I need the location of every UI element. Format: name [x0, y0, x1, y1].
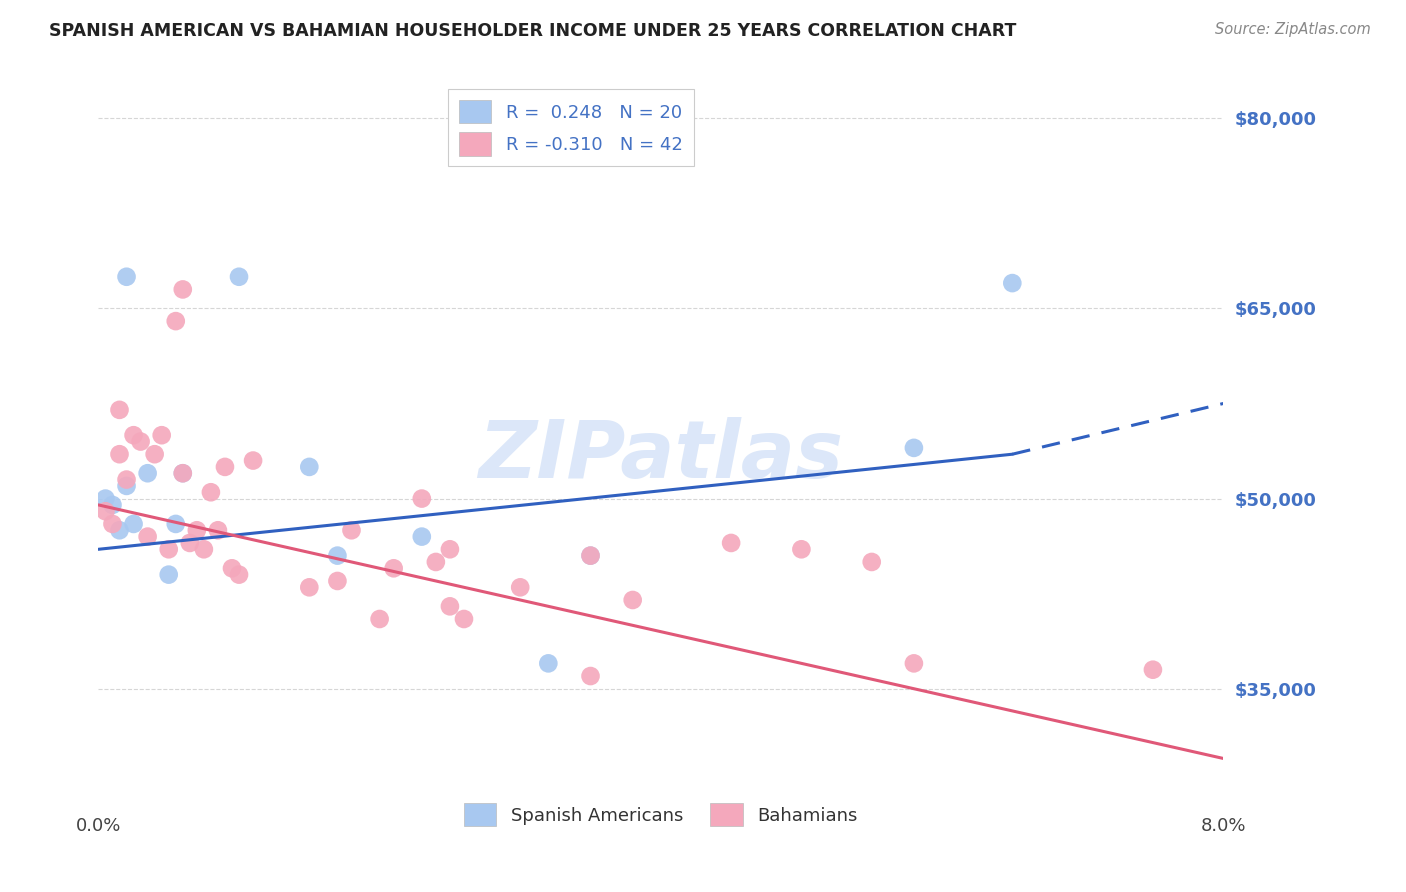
Point — [411, 491, 433, 506]
Point — [200, 485, 222, 500]
Point — [94, 491, 117, 506]
Text: ZIPatlas: ZIPatlas — [478, 417, 844, 495]
Point — [150, 428, 173, 442]
Point — [537, 657, 560, 671]
Point — [298, 459, 321, 474]
Point — [136, 530, 159, 544]
Point — [94, 504, 117, 518]
Point — [207, 523, 229, 537]
Point — [108, 402, 131, 417]
Point — [453, 612, 475, 626]
Point — [172, 467, 194, 481]
Point — [115, 479, 138, 493]
Point — [193, 542, 215, 557]
Point — [179, 536, 201, 550]
Point — [326, 574, 349, 588]
Legend: Spanish Americans, Bahamians: Spanish Americans, Bahamians — [457, 796, 865, 833]
Point — [108, 523, 131, 537]
Point — [368, 612, 391, 626]
Point — [122, 516, 145, 531]
Point — [298, 580, 321, 594]
Point — [108, 447, 131, 461]
Point — [172, 282, 194, 296]
Point — [129, 434, 152, 449]
Point — [425, 555, 447, 569]
Point — [228, 567, 250, 582]
Point — [579, 549, 602, 563]
Point — [579, 549, 602, 563]
Point — [122, 428, 145, 442]
Point — [228, 269, 250, 284]
Point — [136, 467, 159, 481]
Point — [439, 599, 461, 614]
Point — [143, 447, 166, 461]
Point — [860, 555, 883, 569]
Point — [720, 536, 742, 550]
Point — [326, 549, 349, 563]
Point — [790, 542, 813, 557]
Point — [172, 467, 194, 481]
Point — [101, 498, 124, 512]
Point — [621, 593, 644, 607]
Point — [115, 473, 138, 487]
Point — [382, 561, 405, 575]
Point — [101, 516, 124, 531]
Point — [1142, 663, 1164, 677]
Point — [579, 669, 602, 683]
Point — [221, 561, 243, 575]
Point — [242, 453, 264, 467]
Point — [186, 523, 208, 537]
Point — [157, 542, 180, 557]
Point — [411, 530, 433, 544]
Point — [1001, 276, 1024, 290]
Point — [340, 523, 363, 537]
Point — [115, 269, 138, 284]
Point — [214, 459, 236, 474]
Point — [165, 314, 187, 328]
Text: SPANISH AMERICAN VS BAHAMIAN HOUSEHOLDER INCOME UNDER 25 YEARS CORRELATION CHART: SPANISH AMERICAN VS BAHAMIAN HOUSEHOLDER… — [49, 22, 1017, 40]
Point — [903, 441, 925, 455]
Point — [903, 657, 925, 671]
Text: Source: ZipAtlas.com: Source: ZipAtlas.com — [1215, 22, 1371, 37]
Point — [165, 516, 187, 531]
Point — [509, 580, 531, 594]
Point — [157, 567, 180, 582]
Point — [439, 542, 461, 557]
